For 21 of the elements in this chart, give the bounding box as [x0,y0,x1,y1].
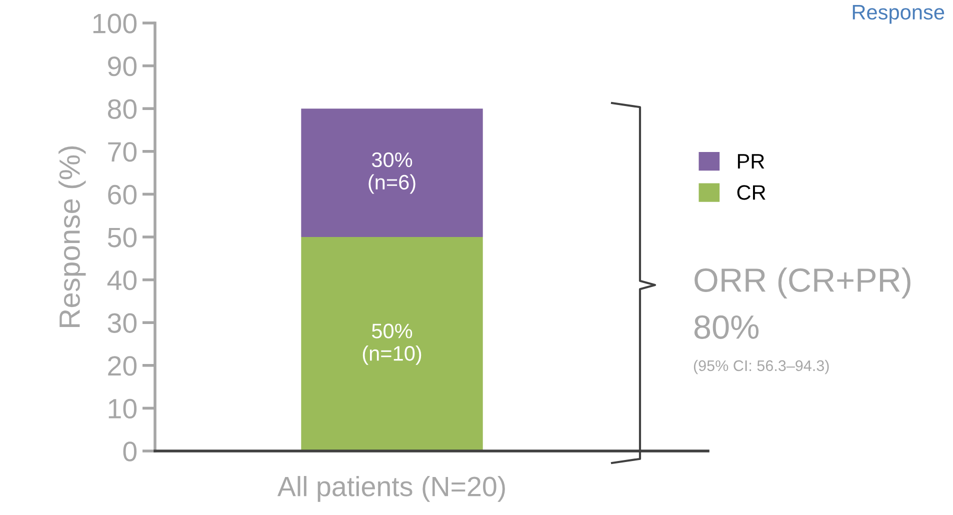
y-tick-label: 20 [108,356,137,376]
y-tick-label: 100 [93,14,137,34]
y-tick-label: 30 [108,313,137,333]
y-axis-title: Response (%) [58,146,86,327]
y-tick-label: 40 [107,270,137,290]
y-tick-label: 70 [108,142,137,162]
x-tick-label: All patients (N=20) [277,476,505,502]
legend-label: PR [738,154,764,168]
data-label: 30% (n=6) [368,152,416,194]
y-tick-label: 80 [108,99,137,119]
y-tick-label: 50 [108,228,137,248]
y-tick-label: 10 [108,398,137,419]
text: ORR (CR+PR) [694,267,910,299]
y-tick-label: 90 [108,56,137,76]
text: 80% [694,315,759,339]
y-tick-label: 60 [108,184,137,205]
y-tick-label: 0 [123,442,137,462]
data-label: 50% (n=10) [362,324,422,365]
text: Response [852,5,944,24]
text: (95% CI: 56.3–94.3) [694,360,829,374]
legend-label: CR [737,185,766,200]
